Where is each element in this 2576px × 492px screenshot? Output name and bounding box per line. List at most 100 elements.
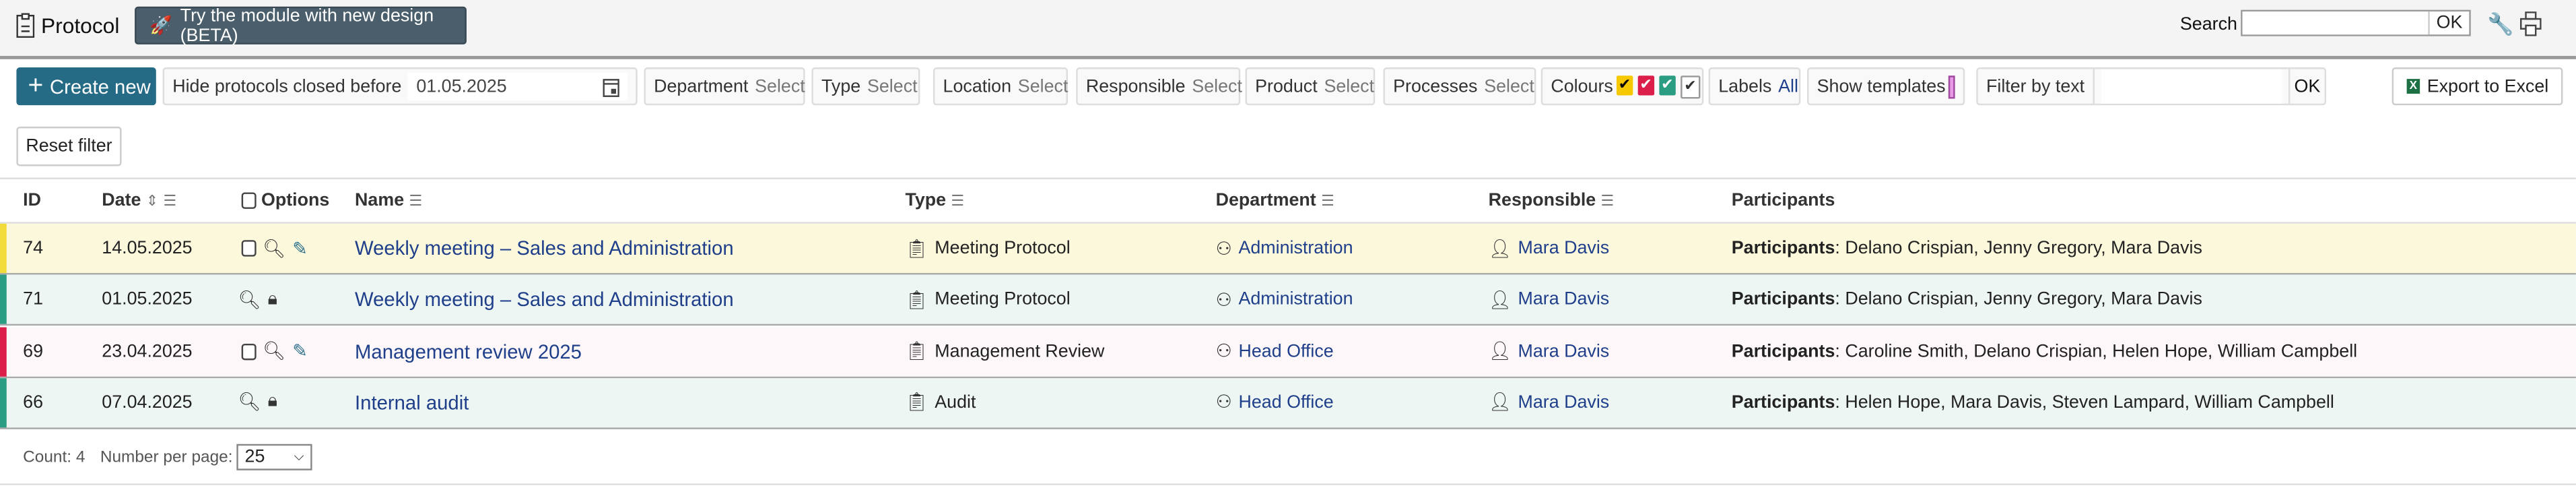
row-name-link[interactable]: Weekly meeting – Sales and Administratio…	[355, 288, 734, 311]
colour-checkbox[interactable]: ✔	[1616, 75, 1633, 95]
row-name-link[interactable]: Weekly meeting – Sales and Administratio…	[355, 237, 734, 260]
participants-prefix: Participants	[1731, 392, 1835, 413]
filter-text-ok-button[interactable]: OK	[2288, 69, 2325, 104]
edit-icon[interactable]: ✎	[292, 239, 308, 259]
filter-responsible[interactable]: Responsible Select	[1076, 67, 1242, 106]
table-row[interactable]: 66 07.04.2025 🔍︎ 🔒︎ Internal audit 📋︎ Audi…	[0, 377, 2576, 429]
view-icon[interactable]: 🔍︎	[263, 342, 286, 363]
print-icon[interactable]	[2519, 11, 2542, 36]
hide-closed-filter: Hide protocols closed before 01.05.2025	[162, 67, 638, 106]
edit-icon[interactable]: ✎	[292, 342, 308, 363]
filter-department[interactable]: Department Select	[644, 67, 805, 106]
row-id: 71	[23, 290, 44, 310]
filter-text-input[interactable]	[2101, 69, 2282, 104]
row-date: 01.05.2025	[102, 290, 193, 310]
per-page-select[interactable]: 25 ⌵	[236, 443, 312, 470]
filter-value: Select	[755, 76, 805, 96]
colours-filter: Colours ✔ ✔ ✔ ✔	[1540, 67, 1704, 106]
row-type-label: Audit	[935, 392, 976, 413]
try-new-design-button[interactable]: 🚀 Try the module with new design (BETA)	[135, 6, 467, 45]
show-templates-checkbox[interactable]	[1948, 75, 1955, 98]
row-name-link[interactable]: Management review 2025	[355, 340, 582, 363]
org-chart-icon: ⚇	[1215, 342, 1232, 363]
calendar-icon[interactable]	[603, 76, 619, 96]
column-header-type[interactable]: Type ☰	[905, 179, 964, 222]
filter-label: Responsible	[1085, 76, 1186, 96]
colour-checkbox[interactable]: ✔	[1659, 75, 1676, 95]
row-id: 69	[23, 341, 44, 361]
row-department: ⚇ Administration	[1216, 275, 1353, 324]
row-color-stripe	[0, 275, 7, 325]
bottom-divider	[0, 483, 2576, 485]
labels-filter[interactable]: Labels All	[1708, 67, 1801, 106]
search-ok-button[interactable]: OK	[2428, 11, 2469, 35]
search-input[interactable]	[2242, 11, 2429, 35]
column-header-name[interactable]: Name ☰	[355, 179, 422, 222]
table-row[interactable]: 71 01.05.2025 🔍︎ 🔒︎ Weekly meeting – Sale…	[0, 275, 2576, 326]
filter-text-label: Filter by text	[1978, 69, 2095, 104]
row-department-link[interactable]: Administration	[1238, 238, 1353, 259]
filter-label: Department	[654, 76, 749, 96]
reset-filter-label: Reset filter	[26, 136, 112, 156]
responsible-header-label: Responsible	[1488, 191, 1596, 211]
labels-value[interactable]: All	[1778, 76, 1798, 96]
participants-list: Delano Crispian, Jenny Gregory, Mara Dav…	[1845, 238, 2202, 259]
filter-type[interactable]: Type Select	[811, 67, 920, 106]
row-type: 📋︎ Management Review	[905, 327, 1104, 376]
filter-processes[interactable]: Processes Select	[1383, 67, 1536, 106]
header-divider	[0, 222, 2576, 224]
row-department-link[interactable]: Head Office	[1238, 341, 1334, 361]
lock-icon[interactable]: 🔒︎	[267, 392, 277, 412]
row-date: 07.04.2025	[102, 392, 193, 413]
filter-product[interactable]: Product Select	[1245, 67, 1376, 106]
per-page-value: 25	[244, 447, 265, 467]
show-templates-toggle[interactable]: Show templates	[1807, 67, 1965, 106]
row-type: 📋︎ Meeting Protocol	[905, 275, 1070, 324]
column-header-department[interactable]: Department ☰	[1216, 179, 1334, 222]
type-header-label: Type	[905, 191, 947, 211]
row-options: 🔍︎ 🔒︎	[238, 275, 277, 324]
create-new-button[interactable]: + Create new	[16, 67, 156, 106]
table-row[interactable]: 74 14.05.2025 🔍︎ ✎ Weekly meeting – Sales…	[0, 223, 2576, 275]
export-excel-button[interactable]: X Export to Excel	[2392, 67, 2563, 106]
colour-checkbox[interactable]: ✔	[1637, 75, 1654, 95]
row-department-link[interactable]: Administration	[1238, 290, 1353, 310]
column-filter-icon[interactable]: ☰	[163, 192, 177, 209]
row-type-label: Meeting Protocol	[935, 238, 1071, 259]
row-options: 🔍︎ 🔒︎	[238, 378, 277, 427]
row-checkbox[interactable]	[241, 240, 257, 257]
column-header-date[interactable]: Date ⇕ ☰	[102, 179, 176, 222]
row-id: 66	[23, 392, 44, 413]
reset-filter-button[interactable]: Reset filter	[16, 126, 122, 166]
column-filter-icon[interactable]: ☰	[1321, 192, 1334, 209]
table-row[interactable]: 69 23.04.2025 🔍︎ ✎ Management review 2025…	[0, 326, 2576, 378]
view-icon[interactable]: 🔍︎	[263, 239, 286, 259]
column-filter-icon[interactable]: ☰	[409, 192, 423, 209]
sort-icon[interactable]: ⇕	[145, 192, 159, 209]
wrench-icon[interactable]: 🔧	[2487, 11, 2514, 36]
divider	[0, 177, 2576, 179]
column-filter-icon[interactable]: ☰	[951, 192, 965, 209]
chevron-down-icon: ⌵	[294, 449, 304, 464]
department-header-label: Department	[1215, 191, 1316, 211]
row-responsible-link[interactable]: Mara Davis	[1518, 341, 1610, 361]
lock-icon[interactable]: 🔒︎	[267, 288, 277, 309]
view-icon[interactable]: 🔍︎	[238, 394, 261, 414]
row-responsible-link[interactable]: Mara Davis	[1518, 238, 1610, 259]
select-all-checkbox[interactable]	[241, 192, 257, 209]
row-checkbox[interactable]	[241, 342, 257, 360]
column-filter-icon[interactable]: ☰	[1600, 192, 1615, 209]
row-responsible-link[interactable]: Mara Davis	[1518, 290, 1610, 310]
date-header-label: Date	[102, 191, 141, 211]
row-responsible-link[interactable]: Mara Davis	[1518, 392, 1610, 413]
row-department-link[interactable]: Head Office	[1238, 392, 1334, 413]
filter-by-text: Filter by text OK	[1976, 67, 2327, 106]
hide-closed-label: Hide protocols closed before	[172, 76, 402, 96]
row-name-link[interactable]: Internal audit	[355, 391, 469, 414]
hide-closed-date-input[interactable]: 01.05.2025	[408, 72, 628, 100]
participants-prefix: Participants	[1731, 290, 1835, 310]
filter-location[interactable]: Location Select	[933, 67, 1068, 106]
colour-checkbox[interactable]: ✔	[1680, 75, 1701, 98]
column-header-responsible[interactable]: Responsible ☰	[1489, 179, 1615, 222]
view-icon[interactable]: 🔍︎	[238, 290, 261, 311]
